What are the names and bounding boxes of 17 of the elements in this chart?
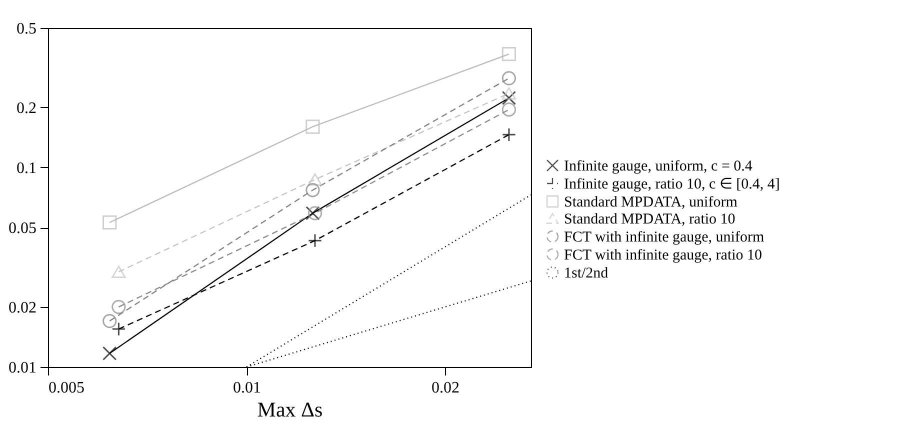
legend-label: Infinite gauge, ratio 10, c ∈ [0.4, 4] <box>564 176 780 192</box>
x-tick-label: 0.01 <box>233 380 262 396</box>
legend-label: Infinite gauge, uniform, c = 0.4 <box>564 158 753 174</box>
legend-label: Standard MPDATA, ratio 10 <box>564 212 736 228</box>
y-tick-label: 0.05 <box>8 220 36 238</box>
legend-label: Standard MPDATA, uniform <box>564 194 738 210</box>
x-tick-label: 0.02 <box>432 380 460 396</box>
y-tick-label: 0.5 <box>16 20 36 38</box>
y-tick-label: 0.02 <box>8 299 36 316</box>
legend-label: FCT with infinite gauge, ratio 10 <box>564 248 762 264</box>
y-tick-label: 0.1 <box>16 160 36 177</box>
x-axis-title: Max Δs <box>257 398 323 422</box>
y-tick-label: 0.01 <box>8 360 36 376</box>
legend-label: 1st/2nd <box>564 266 609 282</box>
x-tick-label: 0.005 <box>48 380 84 396</box>
y-tick-label: 0.2 <box>16 100 36 117</box>
legend-label: FCT with infinite gauge, uniform <box>564 230 764 246</box>
